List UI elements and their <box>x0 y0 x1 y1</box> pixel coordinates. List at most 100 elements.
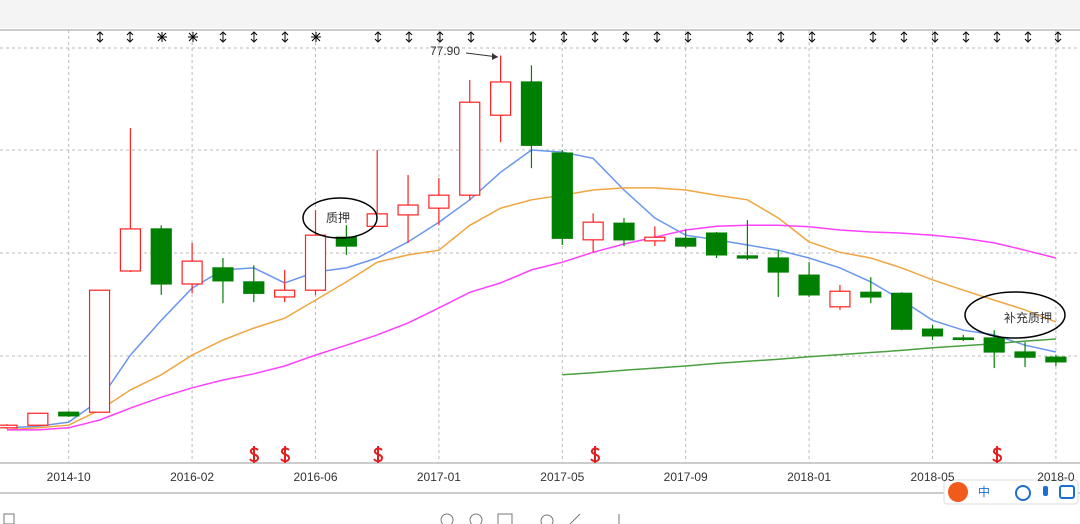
x-tick-label: 2016-02 <box>170 470 214 484</box>
marker <box>157 32 167 42</box>
x-tick-label: 2017-05 <box>540 470 584 484</box>
candle-body <box>952 337 974 341</box>
candle-body <box>428 194 450 209</box>
candle-body <box>736 255 759 259</box>
marker <box>374 31 382 43</box>
ime-emoji[interactable] <box>1015 485 1031 501</box>
ime-toolbar: 中 <box>943 479 1079 505</box>
annotation-ellipse <box>302 197 378 239</box>
candle-body <box>274 289 296 298</box>
marker <box>188 32 198 42</box>
x-tick-label: 2016-06 <box>293 470 337 484</box>
candle-body <box>921 328 944 337</box>
candle-body <box>551 152 573 239</box>
candle-body <box>613 222 635 241</box>
candle-body <box>983 337 1005 353</box>
marker <box>311 32 321 42</box>
candle-body <box>829 290 851 308</box>
event-marker <box>249 446 260 463</box>
candle-body <box>58 411 80 417</box>
candle-body <box>0 424 18 429</box>
marker <box>219 31 227 43</box>
pledge-annotation: 质押 <box>326 211 350 225</box>
marker <box>808 31 816 43</box>
marker <box>1024 31 1032 43</box>
marker <box>591 31 599 43</box>
marker <box>746 31 754 43</box>
ma-line <box>6 187 1057 431</box>
candle-body <box>891 292 913 330</box>
refresh[interactable] <box>540 514 554 524</box>
candle-body <box>119 228 142 272</box>
marker <box>962 31 970 43</box>
event-marker <box>373 446 384 463</box>
top-bar <box>0 0 1080 28</box>
marker <box>529 31 537 43</box>
high-annotation: 77.90 <box>430 44 460 58</box>
bottom-toolbar <box>3 513 620 524</box>
candle-body <box>88 289 111 413</box>
candle-body <box>644 236 666 242</box>
plot <box>0 30 1067 463</box>
x-tick-label: 2017-09 <box>664 470 708 484</box>
ime-keyboard[interactable] <box>1059 485 1075 499</box>
annotation-arrowhead <box>492 53 498 60</box>
marker <box>436 31 444 43</box>
candle-body <box>212 267 234 282</box>
x-tick-label: 2018-01 <box>787 470 831 484</box>
event-marker <box>992 446 1003 463</box>
candle-body <box>582 221 604 241</box>
marker <box>622 31 630 43</box>
ma-line <box>562 338 1056 376</box>
ma-line <box>7 224 1057 431</box>
top-markers <box>96 31 1062 43</box>
candle-body <box>243 281 265 294</box>
x-tick-label: 2018-05 <box>910 470 954 484</box>
marker <box>869 31 877 43</box>
ime-mode[interactable]: 中 <box>978 484 990 499</box>
annotation-ellipse <box>964 291 1066 339</box>
marker <box>96 31 104 43</box>
candle-body <box>304 234 327 291</box>
marker <box>1054 31 1062 43</box>
candle-body <box>860 291 882 298</box>
ma-line <box>6 149 1057 429</box>
x-tick-label: 2018-0 <box>1037 470 1075 484</box>
zoom-in[interactable] <box>440 513 454 524</box>
marker <box>684 31 692 43</box>
draw[interactable] <box>569 513 581 524</box>
checkbox[interactable] <box>3 513 15 524</box>
marker <box>993 31 1001 43</box>
extra-pledge-annotation: 补充质押 <box>1004 310 1052 325</box>
candle-body <box>705 232 728 256</box>
annotations: 77.90 质押 补充质押 <box>302 44 1066 339</box>
marker <box>467 31 475 43</box>
marker <box>560 31 568 43</box>
event-markers <box>249 446 1003 463</box>
marker <box>653 31 661 43</box>
zoom-out[interactable] <box>469 513 483 524</box>
candle-body <box>675 237 697 247</box>
candle-body <box>1045 356 1067 363</box>
ime-bar <box>943 479 1079 505</box>
marker <box>900 31 908 43</box>
x-tick-label: 2017-01 <box>417 470 461 484</box>
marker <box>777 31 785 43</box>
candle-body <box>27 412 49 426</box>
candle-body <box>397 204 419 216</box>
event-marker <box>590 446 601 463</box>
candle-body <box>490 81 512 116</box>
candle-body <box>520 81 543 146</box>
reset[interactable] <box>497 513 513 524</box>
ime-logo[interactable] <box>948 482 968 502</box>
candle-body <box>459 101 481 196</box>
candle-body <box>1014 351 1036 358</box>
candle-body <box>798 274 820 296</box>
marker <box>405 31 413 43</box>
marker <box>931 31 939 43</box>
ime-voice[interactable] <box>1043 486 1048 496</box>
x-tick-label: 2014-10 <box>47 470 91 484</box>
candle-body <box>767 257 789 273</box>
